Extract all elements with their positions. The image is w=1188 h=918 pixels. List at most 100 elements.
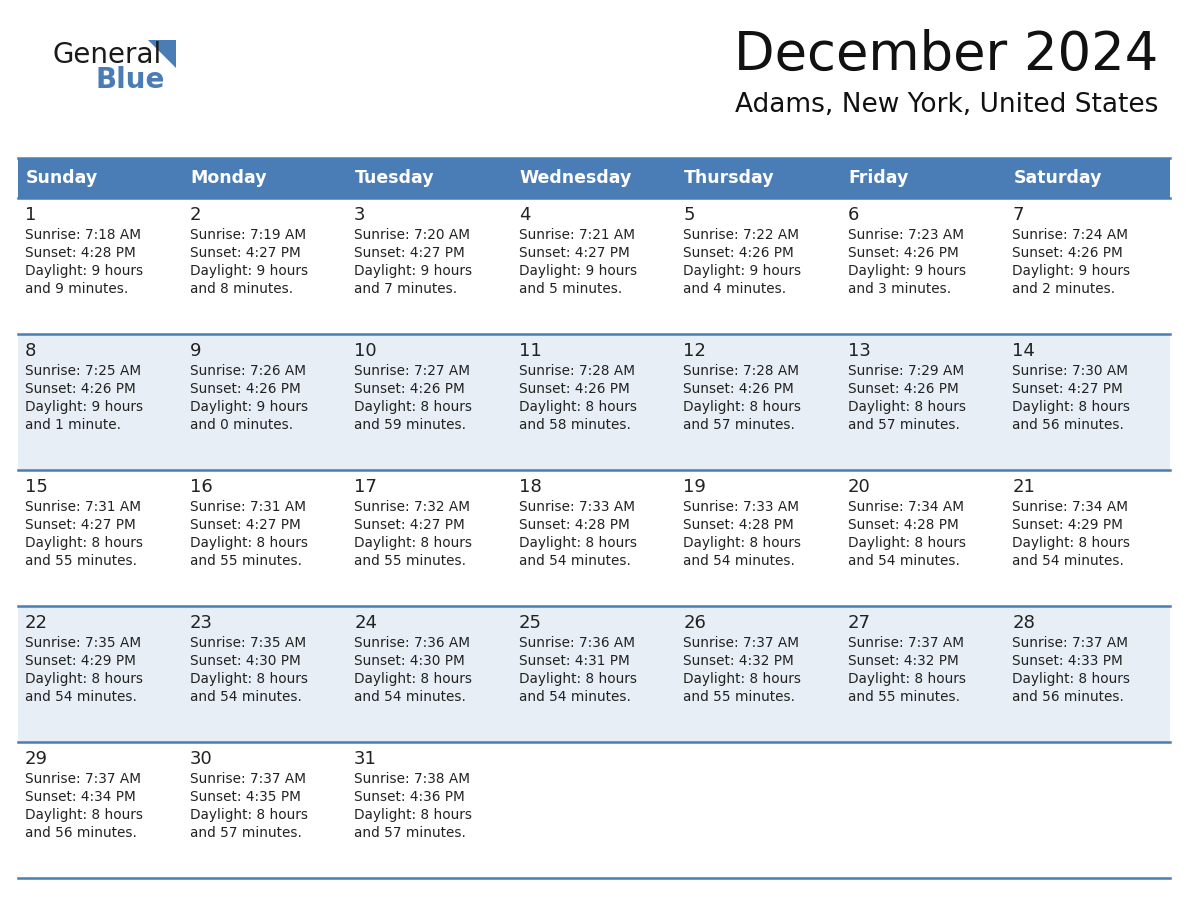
Text: Daylight: 8 hours: Daylight: 8 hours: [354, 536, 472, 550]
Text: Daylight: 9 hours: Daylight: 9 hours: [848, 264, 966, 278]
Text: Sunrise: 7:21 AM: Sunrise: 7:21 AM: [519, 228, 634, 242]
Text: Sunset: 4:27 PM: Sunset: 4:27 PM: [354, 246, 465, 260]
Bar: [18, 742, 1170, 878]
Text: Sunset: 4:26 PM: Sunset: 4:26 PM: [25, 382, 135, 396]
Text: Daylight: 8 hours: Daylight: 8 hours: [1012, 536, 1131, 550]
Text: Sunset: 4:28 PM: Sunset: 4:28 PM: [519, 518, 630, 532]
Text: and 4 minutes.: and 4 minutes.: [683, 282, 786, 296]
Text: Sunset: 4:27 PM: Sunset: 4:27 PM: [354, 518, 465, 532]
Text: Sunset: 4:28 PM: Sunset: 4:28 PM: [683, 518, 794, 532]
Text: Daylight: 8 hours: Daylight: 8 hours: [354, 400, 472, 414]
Text: and 57 minutes.: and 57 minutes.: [848, 418, 960, 432]
Text: 23: 23: [190, 614, 213, 632]
Text: Daylight: 8 hours: Daylight: 8 hours: [354, 672, 472, 686]
Text: Sunrise: 7:37 AM: Sunrise: 7:37 AM: [1012, 636, 1129, 650]
Text: 10: 10: [354, 342, 377, 360]
Text: Blue: Blue: [95, 66, 164, 94]
Bar: [18, 158, 183, 198]
Text: Sunrise: 7:36 AM: Sunrise: 7:36 AM: [519, 636, 634, 650]
Text: and 54 minutes.: and 54 minutes.: [1012, 554, 1124, 568]
Text: 3: 3: [354, 206, 366, 224]
Polygon shape: [148, 40, 176, 68]
Text: Sunrise: 7:22 AM: Sunrise: 7:22 AM: [683, 228, 800, 242]
Text: Thursday: Thursday: [684, 169, 775, 187]
Text: Daylight: 9 hours: Daylight: 9 hours: [25, 264, 143, 278]
Bar: [18, 198, 1170, 334]
Text: Tuesday: Tuesday: [355, 169, 435, 187]
Bar: [1005, 158, 1170, 198]
Text: and 55 minutes.: and 55 minutes.: [354, 554, 466, 568]
Text: and 55 minutes.: and 55 minutes.: [190, 554, 302, 568]
Text: and 58 minutes.: and 58 minutes.: [519, 418, 631, 432]
Text: Wednesday: Wednesday: [519, 169, 632, 187]
Text: General: General: [52, 41, 162, 69]
Text: and 55 minutes.: and 55 minutes.: [848, 690, 960, 704]
Text: Sunset: 4:30 PM: Sunset: 4:30 PM: [354, 654, 465, 668]
Text: Sunrise: 7:29 AM: Sunrise: 7:29 AM: [848, 364, 963, 378]
Text: 19: 19: [683, 478, 706, 496]
Bar: [183, 158, 347, 198]
Text: and 54 minutes.: and 54 minutes.: [190, 690, 302, 704]
Text: Daylight: 8 hours: Daylight: 8 hours: [683, 672, 801, 686]
Text: Sunrise: 7:23 AM: Sunrise: 7:23 AM: [848, 228, 963, 242]
Text: Sunrise: 7:31 AM: Sunrise: 7:31 AM: [190, 500, 305, 514]
Text: Sunset: 4:29 PM: Sunset: 4:29 PM: [1012, 518, 1124, 532]
Text: Daylight: 8 hours: Daylight: 8 hours: [190, 536, 308, 550]
Text: Sunset: 4:26 PM: Sunset: 4:26 PM: [190, 382, 301, 396]
Text: Sunrise: 7:27 AM: Sunrise: 7:27 AM: [354, 364, 470, 378]
Text: Daylight: 9 hours: Daylight: 9 hours: [354, 264, 473, 278]
Text: Sunset: 4:27 PM: Sunset: 4:27 PM: [190, 246, 301, 260]
Text: and 54 minutes.: and 54 minutes.: [519, 554, 631, 568]
Text: Sunrise: 7:37 AM: Sunrise: 7:37 AM: [25, 772, 141, 786]
Text: Sunrise: 7:25 AM: Sunrise: 7:25 AM: [25, 364, 141, 378]
Text: Monday: Monday: [190, 169, 267, 187]
Text: and 56 minutes.: and 56 minutes.: [1012, 418, 1124, 432]
Text: Sunset: 4:26 PM: Sunset: 4:26 PM: [683, 246, 794, 260]
Text: and 54 minutes.: and 54 minutes.: [25, 690, 137, 704]
Text: 9: 9: [190, 342, 201, 360]
Bar: [18, 334, 1170, 470]
Text: Sunrise: 7:35 AM: Sunrise: 7:35 AM: [25, 636, 141, 650]
Text: Sunset: 4:27 PM: Sunset: 4:27 PM: [190, 518, 301, 532]
Bar: [841, 158, 1005, 198]
Text: 31: 31: [354, 750, 377, 768]
Text: Sunset: 4:35 PM: Sunset: 4:35 PM: [190, 790, 301, 804]
Text: and 8 minutes.: and 8 minutes.: [190, 282, 292, 296]
Text: Daylight: 9 hours: Daylight: 9 hours: [519, 264, 637, 278]
Text: 27: 27: [848, 614, 871, 632]
Text: Sunday: Sunday: [26, 169, 99, 187]
Text: and 54 minutes.: and 54 minutes.: [848, 554, 960, 568]
Text: Sunrise: 7:30 AM: Sunrise: 7:30 AM: [1012, 364, 1129, 378]
Text: and 7 minutes.: and 7 minutes.: [354, 282, 457, 296]
Text: Daylight: 8 hours: Daylight: 8 hours: [683, 400, 801, 414]
Text: 26: 26: [683, 614, 706, 632]
Text: 18: 18: [519, 478, 542, 496]
Text: 30: 30: [190, 750, 213, 768]
Text: and 56 minutes.: and 56 minutes.: [1012, 690, 1124, 704]
Text: and 57 minutes.: and 57 minutes.: [354, 826, 466, 840]
Text: Sunrise: 7:24 AM: Sunrise: 7:24 AM: [1012, 228, 1129, 242]
Text: Sunset: 4:34 PM: Sunset: 4:34 PM: [25, 790, 135, 804]
Text: Daylight: 8 hours: Daylight: 8 hours: [25, 672, 143, 686]
Text: Sunrise: 7:31 AM: Sunrise: 7:31 AM: [25, 500, 141, 514]
Text: 28: 28: [1012, 614, 1035, 632]
Text: Sunset: 4:27 PM: Sunset: 4:27 PM: [1012, 382, 1123, 396]
Text: and 59 minutes.: and 59 minutes.: [354, 418, 466, 432]
Text: Sunset: 4:30 PM: Sunset: 4:30 PM: [190, 654, 301, 668]
Text: and 55 minutes.: and 55 minutes.: [683, 690, 795, 704]
Text: and 54 minutes.: and 54 minutes.: [354, 690, 466, 704]
Text: Daylight: 9 hours: Daylight: 9 hours: [25, 400, 143, 414]
Text: 1: 1: [25, 206, 37, 224]
Text: and 9 minutes.: and 9 minutes.: [25, 282, 128, 296]
Text: Sunrise: 7:37 AM: Sunrise: 7:37 AM: [683, 636, 800, 650]
Text: Sunset: 4:26 PM: Sunset: 4:26 PM: [683, 382, 794, 396]
Text: Daylight: 8 hours: Daylight: 8 hours: [519, 400, 637, 414]
Text: Adams, New York, United States: Adams, New York, United States: [734, 92, 1158, 118]
Text: 22: 22: [25, 614, 48, 632]
Text: Friday: Friday: [849, 169, 909, 187]
Text: Sunrise: 7:19 AM: Sunrise: 7:19 AM: [190, 228, 305, 242]
Text: 6: 6: [848, 206, 859, 224]
Text: Sunrise: 7:38 AM: Sunrise: 7:38 AM: [354, 772, 470, 786]
Text: Sunset: 4:26 PM: Sunset: 4:26 PM: [1012, 246, 1123, 260]
Text: 11: 11: [519, 342, 542, 360]
